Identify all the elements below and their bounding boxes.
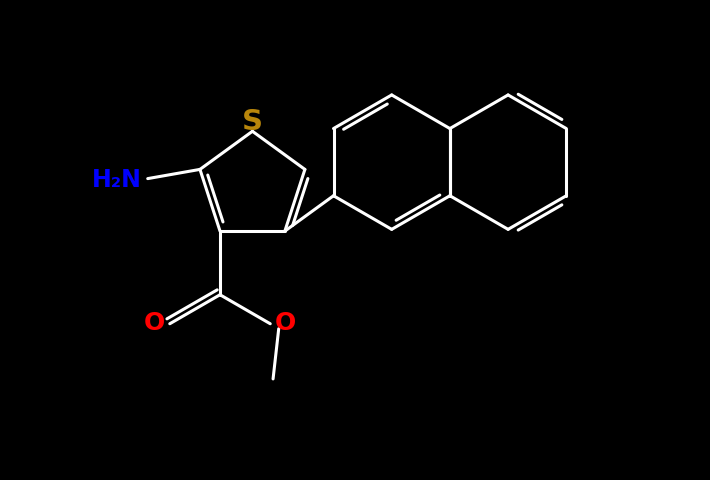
Text: S: S [242, 108, 263, 136]
Text: H₂N: H₂N [92, 167, 142, 191]
Text: O: O [143, 311, 165, 335]
Text: O: O [275, 311, 297, 335]
